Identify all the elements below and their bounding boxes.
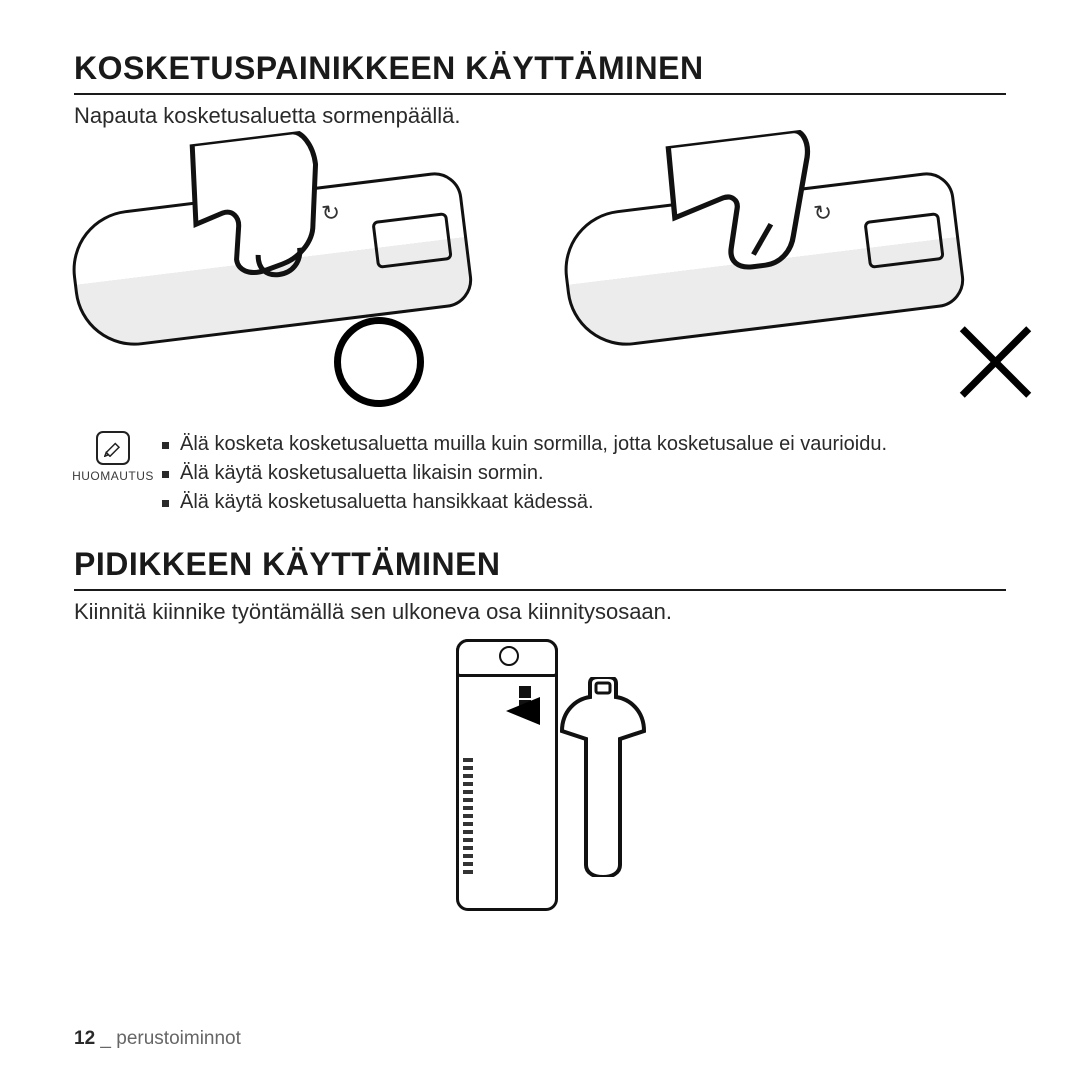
- section2-intro: Kiinnitä kiinnike työntämällä sen ulkone…: [74, 599, 1006, 625]
- page-footer: 12 _ perustoiminnot: [74, 1028, 241, 1050]
- note-list: Älä kosketa kosketusaluetta muilla kuin …: [162, 431, 887, 520]
- player-outline: [456, 639, 558, 911]
- footer-separator: _: [100, 1028, 111, 1049]
- section1-heading: KOSKETUSPAINIKKEEN KÄYTTÄMINEN: [74, 50, 1006, 95]
- fingertip-hand-icon: [172, 125, 371, 316]
- touch-illustration-row: + ▸ ↻ + ▸ ↻: [74, 143, 1006, 403]
- fingernail-hand-icon: [660, 124, 868, 316]
- section2-heading: PIDIKKEEN KÄYTTÄMINEN: [74, 546, 1006, 591]
- touch-incorrect-illustration: + ▸ ↻: [566, 143, 1006, 403]
- correct-mark-icon: [334, 317, 424, 407]
- note-label: HUOMAUTUS: [72, 469, 154, 483]
- note-icon: [96, 431, 130, 465]
- page-number: 12: [74, 1028, 95, 1049]
- note-item: Älä käytä kosketusaluetta hansikkaat käd…: [162, 491, 887, 514]
- note-block: HUOMAUTUS Älä kosketa kosketusaluetta mu…: [74, 431, 1006, 520]
- note-item: Älä kosketa kosketusaluetta muilla kuin …: [162, 433, 887, 456]
- insert-arrow-icon: [506, 697, 540, 725]
- section1-intro: Napauta kosketusaluetta sormenpäällä.: [74, 103, 1006, 129]
- note-item: Älä käytä kosketusaluetta likaisin sormi…: [162, 462, 887, 485]
- incorrect-mark-icon: [950, 317, 1040, 407]
- touch-correct-illustration: + ▸ ↻: [74, 143, 514, 403]
- footer-section-name: perustoiminnot: [116, 1028, 241, 1049]
- clip-part-icon: [560, 677, 646, 877]
- clip-illustration: [74, 639, 1006, 919]
